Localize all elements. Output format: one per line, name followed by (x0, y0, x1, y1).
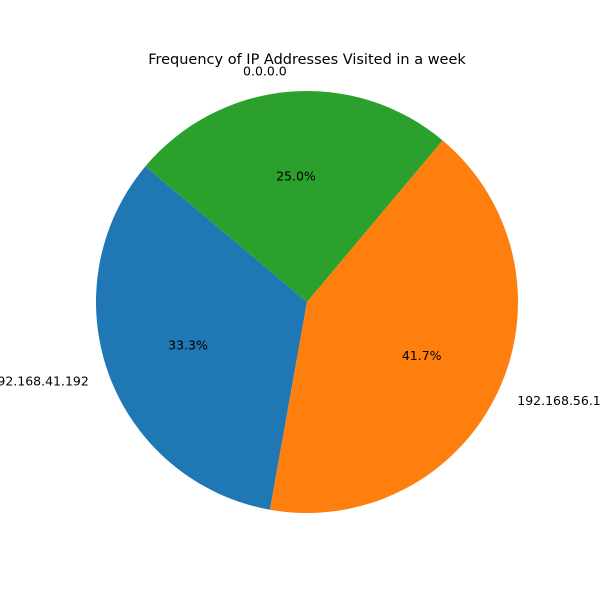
pie-slice-2 (145, 91, 443, 302)
slice-label-1: 192.168.56.1 (517, 393, 600, 408)
slices-group (96, 91, 518, 513)
slice-label-2: 0.0.0.0 (243, 63, 287, 78)
chart-title: Frequency of IP Addresses Visited in a w… (148, 52, 466, 68)
pct-label-0: 33.3% (168, 338, 208, 353)
pct-label-2: 25.0% (276, 168, 316, 183)
labels-group: 33.3% 192.168.41.192 41.7% 192.168.56.1 25.0… (0, 63, 600, 408)
slice-label-0: 192.168.41.192 (0, 374, 89, 389)
pie-slice-1 (269, 140, 518, 513)
pie-slice-0 (96, 166, 307, 510)
pct-label-1: 41.7% (402, 348, 442, 363)
